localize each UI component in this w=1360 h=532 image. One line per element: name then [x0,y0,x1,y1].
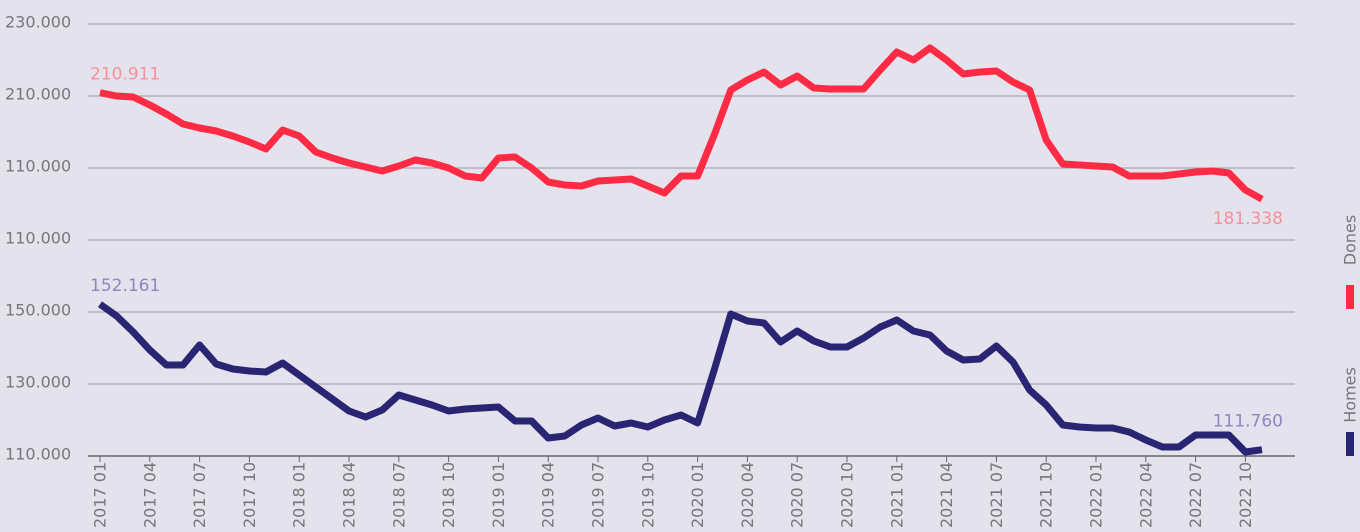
legend-swatch [1346,285,1354,309]
x-tick-label: 2021 10 [1037,462,1056,528]
x-tick-label: 2020 07 [788,462,807,528]
x-tick-label: 2022 01 [1087,462,1106,528]
x-tick-label: 2018 10 [439,462,458,528]
y-tick-label: 110.000 [5,445,71,464]
x-tick-label: 2018 04 [340,462,359,528]
series-line [97,301,1263,456]
x-tick-label: 2019 10 [638,462,657,528]
value-label: 181.338 [1213,209,1283,229]
x-tick-label: 2020 01 [688,462,707,528]
y-tick-label: 110.000 [5,229,71,248]
y-tick-label: 150.000 [5,301,71,320]
legend-label: Dones [1341,215,1360,265]
x-tick-label: 2018 01 [290,462,309,528]
y-tick-label: 210.000 [5,85,71,104]
x-tick-label: 2019 04 [539,462,558,528]
value-label: 210.911 [90,65,160,85]
legend-swatch [1346,432,1354,456]
x-tick-label: 2021 01 [887,462,906,528]
y-tick-label: 130.000 [5,373,71,392]
y-tick-label: 230.000 [5,13,71,32]
x-tick-label: 2021 04 [937,462,956,528]
x-tick-label: 2019 01 [489,462,508,528]
x-tick-label: 2017 07 [190,462,209,528]
x-tick-label: 2018 07 [389,462,408,528]
x-tick-label: 2022 04 [1136,462,1155,528]
x-tick-label: 2017 04 [140,462,159,528]
y-tick-label: 110.000 [5,157,71,176]
value-label: 152.161 [90,276,160,296]
x-tick-label: 2022 10 [1236,462,1255,528]
x-tick-label: 2022 07 [1186,462,1205,528]
series-line [99,44,1264,203]
x-tick-label: 2017 01 [91,462,110,528]
x-tick-label: 2019 07 [589,462,608,528]
value-label: 111.760 [1213,412,1283,432]
x-tick-label: 2021 07 [987,462,1006,528]
x-tick-label: 2017 10 [240,462,259,528]
x-tick-label: 2020 04 [738,462,757,528]
x-tick-label: 2020 10 [838,462,857,528]
legend-label: Homes [1341,367,1360,423]
